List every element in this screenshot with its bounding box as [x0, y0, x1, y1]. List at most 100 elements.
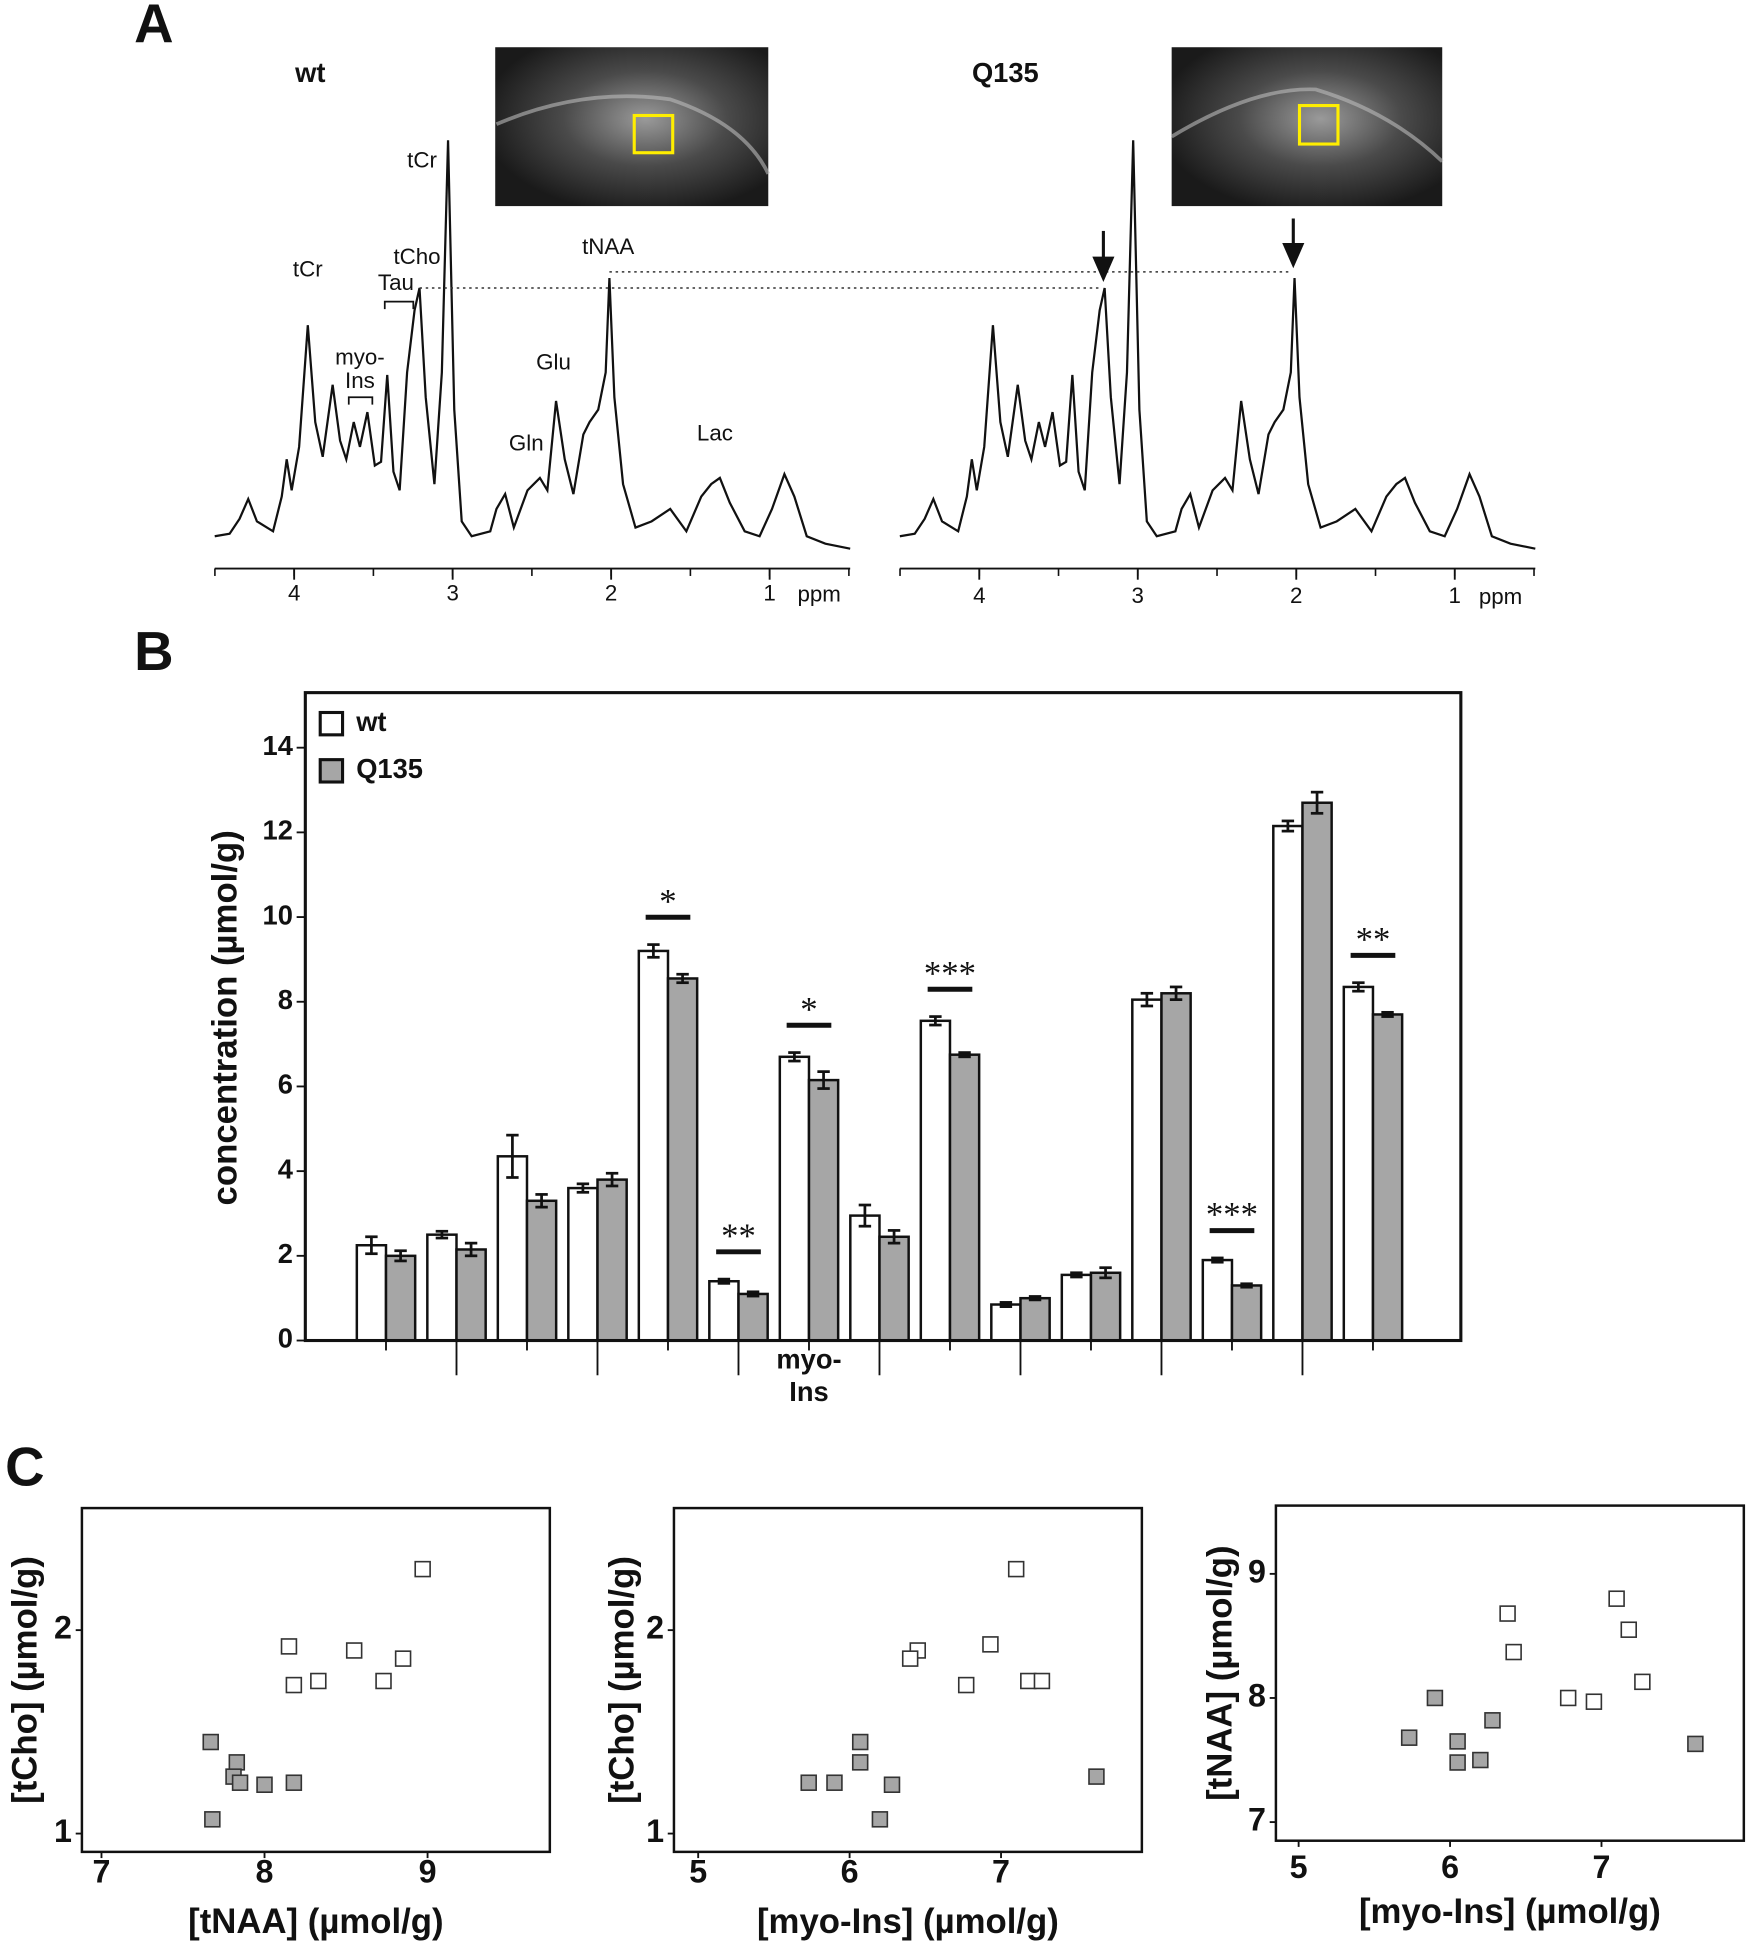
y-axis-title: [tCho] (µmol/g)	[6, 1556, 44, 1804]
point	[851, 1754, 869, 1771]
point	[1505, 1643, 1522, 1661]
y-tick-label: 0	[278, 1323, 293, 1354]
error-bar	[1240, 1282, 1253, 1289]
significance-label: ***	[1206, 1195, 1258, 1234]
tick-label: 4	[288, 580, 300, 605]
x-tick-label: 7	[992, 1854, 1010, 1890]
tick-label: 1	[763, 580, 775, 605]
peak-label: tCr	[407, 147, 437, 172]
bar	[596, 1178, 628, 1342]
peak-label: tNAA	[582, 234, 634, 259]
y-tick-label: 10	[263, 899, 293, 930]
tick-label: 4	[973, 583, 985, 608]
legend-swatch	[318, 758, 345, 784]
error-bar	[1211, 1256, 1224, 1264]
point	[1007, 1560, 1025, 1578]
y-axis-title: [tCho] (µmol/g)	[603, 1556, 641, 1804]
error-bar	[929, 1015, 942, 1027]
mri-image	[1170, 47, 1444, 207]
bracket	[347, 300, 415, 405]
y-tick-label: 2	[54, 1610, 72, 1646]
x-tick-label: 6	[841, 1854, 859, 1890]
point	[1687, 1735, 1704, 1753]
legend-swatch	[318, 710, 345, 737]
tick-label: 2	[1290, 583, 1302, 608]
bar	[807, 1078, 840, 1342]
legend-label: Q135	[356, 753, 423, 784]
bar	[1342, 985, 1375, 1342]
tick-label: 3	[1132, 583, 1144, 608]
y-tick-label: 1	[646, 1813, 664, 1849]
x-tick-label: 7	[1593, 1849, 1611, 1885]
error-bar	[394, 1249, 407, 1263]
mri-image	[495, 47, 770, 207]
error-bar	[858, 1203, 872, 1228]
bar	[567, 1186, 599, 1342]
point	[1033, 1672, 1051, 1690]
point	[826, 1774, 843, 1791]
x-tick-label: 9	[419, 1854, 437, 1890]
axis-unit: ppm	[797, 582, 840, 607]
bar	[1060, 1273, 1093, 1342]
point	[957, 1676, 975, 1694]
error-bar	[535, 1193, 548, 1209]
peak-label: Gln	[509, 430, 544, 455]
error-bar	[958, 1051, 971, 1059]
bar	[355, 1244, 388, 1342]
x-tick-label: 5	[1290, 1849, 1308, 1885]
spectrum	[214, 140, 851, 550]
error-bar	[1352, 981, 1365, 993]
peak-label: Lac	[697, 420, 733, 445]
significance-label: *	[659, 882, 676, 921]
bar	[948, 1053, 981, 1342]
bar	[1019, 1296, 1051, 1342]
point	[310, 1672, 327, 1690]
bar	[1301, 801, 1333, 1342]
point	[982, 1636, 999, 1653]
error-bar	[1381, 1010, 1394, 1018]
point	[1426, 1689, 1444, 1707]
point	[871, 1811, 889, 1828]
point	[1400, 1729, 1418, 1746]
error-bar	[435, 1229, 449, 1240]
point	[414, 1560, 431, 1578]
error-bar	[464, 1241, 478, 1258]
bar	[637, 949, 670, 1342]
panel-label: C	[5, 1436, 44, 1497]
point	[394, 1650, 412, 1667]
point	[202, 1733, 219, 1751]
point	[1484, 1712, 1501, 1729]
x-tick-label: myo-Ins	[776, 1344, 841, 1407]
error-bar	[817, 1070, 830, 1090]
y-tick-label: 2	[646, 1610, 664, 1646]
y-tick-label: 6	[278, 1069, 293, 1100]
error-bar	[647, 943, 660, 959]
bar	[878, 1235, 910, 1342]
point	[345, 1642, 363, 1659]
error-bar	[788, 1051, 801, 1063]
y-axis-title: concentration (µmol/g)	[206, 830, 244, 1205]
bar	[426, 1233, 458, 1342]
y-tick-label: 9	[1248, 1553, 1266, 1589]
peak-label: Tau	[378, 270, 414, 295]
y-tick-label: 2	[278, 1238, 293, 1269]
x-axis-title: [myo-Ins] (µmol/g)	[757, 1903, 1059, 1941]
bar	[1201, 1258, 1234, 1342]
point	[228, 1754, 246, 1771]
x-tick-label: 8	[256, 1854, 274, 1890]
peak-label: tCr	[293, 257, 323, 282]
error-bar	[1281, 819, 1295, 833]
point	[204, 1811, 221, 1828]
point	[231, 1774, 249, 1791]
error-bar	[676, 972, 689, 985]
error-bar	[1169, 985, 1183, 1002]
panel-label: A	[134, 0, 173, 54]
plot-frame	[80, 1506, 552, 1854]
point	[1449, 1733, 1466, 1750]
point	[800, 1774, 817, 1791]
error-bar	[1028, 1295, 1042, 1302]
error-bar	[576, 1182, 590, 1194]
point	[851, 1733, 869, 1751]
y-tick-label: 8	[278, 984, 293, 1015]
